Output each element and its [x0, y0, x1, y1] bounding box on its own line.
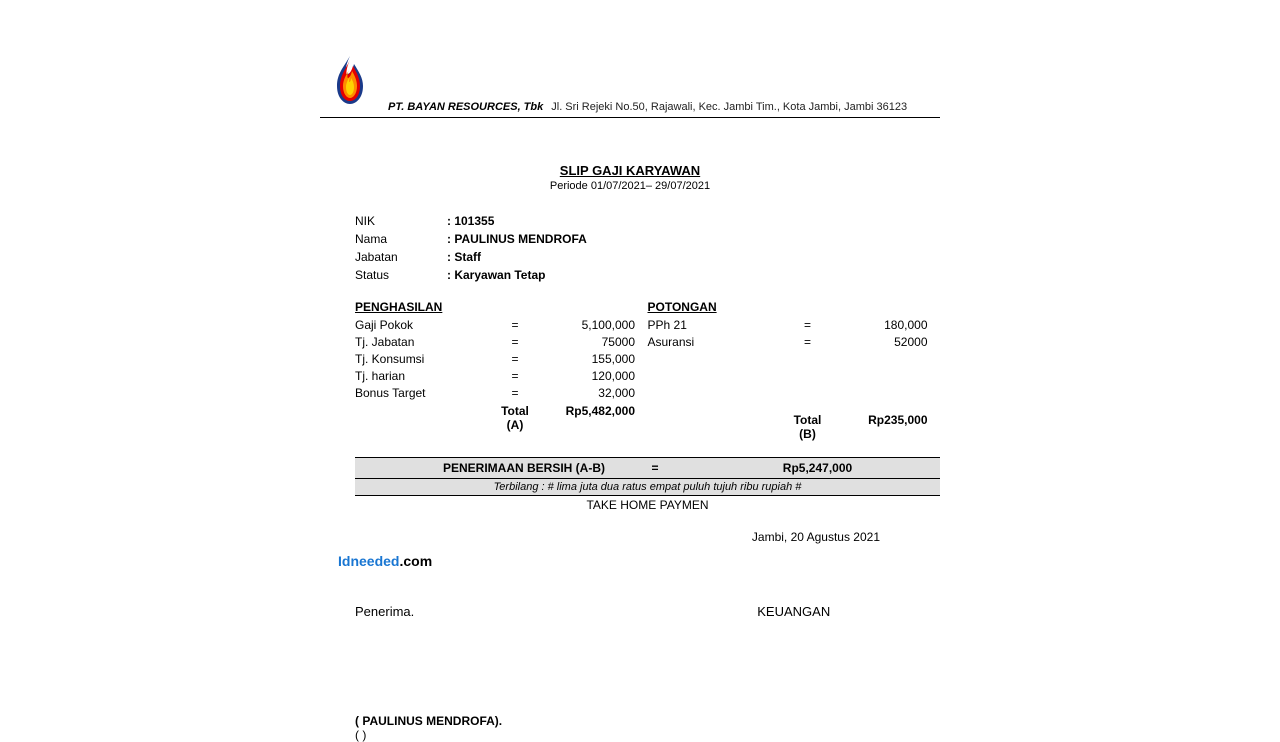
- table-row: Bonus Target = 32,000: [355, 386, 648, 400]
- total-b: Total (B) Rp235,000: [648, 413, 941, 441]
- potongan-header: POTONGAN: [648, 300, 941, 314]
- signature-blank: ( ): [355, 728, 940, 742]
- company-name: PT. BAYAN RESOURCES, Tbk: [388, 101, 543, 113]
- signature-row: Penerima. KEUANGAN: [355, 604, 940, 619]
- document-title: SLIP GAJI KARYAWAN: [320, 163, 940, 178]
- penghasilan-column: PENGHASILAN Gaji Pokok = 5,100,000 Tj. J…: [355, 300, 648, 441]
- earnings-deductions: PENGHASILAN Gaji Pokok = 5,100,000 Tj. J…: [355, 300, 940, 441]
- take-home-pay-label: TAKE HOME PAYMEN: [355, 498, 940, 512]
- signature-name: ( PAULINUS MENDROFA).: [355, 714, 940, 728]
- net-amount-row: PENERIMAAN BERSIH (A-B) = Rp5,247,000: [355, 458, 940, 479]
- jabatan-label: Jabatan: [355, 250, 447, 264]
- watermark: Idneeded.com: [338, 553, 432, 569]
- payslip-page: PT. BAYAN RESOURCES, Tbk Jl. Sri Rejeki …: [320, 45, 940, 742]
- table-row: Asuransi = 52000: [648, 335, 941, 349]
- nik-label: NIK: [355, 214, 447, 228]
- jabatan-value: : Staff: [447, 250, 481, 264]
- total-a: Total (A) Rp5,482,000: [355, 404, 648, 432]
- nama-value: : PAULINUS MENDROFA: [447, 232, 587, 246]
- letterhead: PT. BAYAN RESOURCES, Tbk Jl. Sri Rejeki …: [320, 45, 940, 118]
- table-row: Tj. Konsumsi = 155,000: [355, 352, 648, 366]
- penerima-label: Penerima.: [355, 604, 648, 619]
- company-address: Jl. Sri Rejeki No.50, Rajawali, Kec. Jam…: [551, 101, 907, 113]
- net-receipt-box: PENERIMAAN BERSIH (A-B) = Rp5,247,000 Te…: [355, 457, 940, 496]
- keuangan-label: KEUANGAN: [648, 604, 941, 619]
- terbilang: Terbilang : # lima juta dua ratus empat …: [355, 479, 940, 495]
- potongan-column: POTONGAN PPh 21 = 180,000 Asuransi = 520…: [648, 300, 941, 441]
- nama-label: Nama: [355, 232, 447, 246]
- status-label: Status: [355, 268, 447, 282]
- document-period: Periode 01/07/2021– 29/07/2021: [320, 180, 940, 192]
- table-row: Tj. harian = 120,000: [355, 369, 648, 383]
- employee-details: NIK : 101355 Nama : PAULINUS MENDROFA Ja…: [355, 214, 940, 282]
- company-logo: [320, 45, 380, 115]
- table-row: Gaji Pokok = 5,100,000: [355, 318, 648, 332]
- penghasilan-header: PENGHASILAN: [355, 300, 648, 314]
- table-row: Tj. Jabatan = 75000: [355, 335, 648, 349]
- status-value: : Karyawan Tetap: [447, 268, 545, 282]
- document-title-block: SLIP GAJI KARYAWAN Periode 01/07/2021– 2…: [320, 163, 940, 192]
- table-row: PPh 21 = 180,000: [648, 318, 941, 332]
- date-place: Jambi, 20 Agustus 2021: [320, 530, 880, 544]
- nik-value: : 101355: [447, 214, 494, 228]
